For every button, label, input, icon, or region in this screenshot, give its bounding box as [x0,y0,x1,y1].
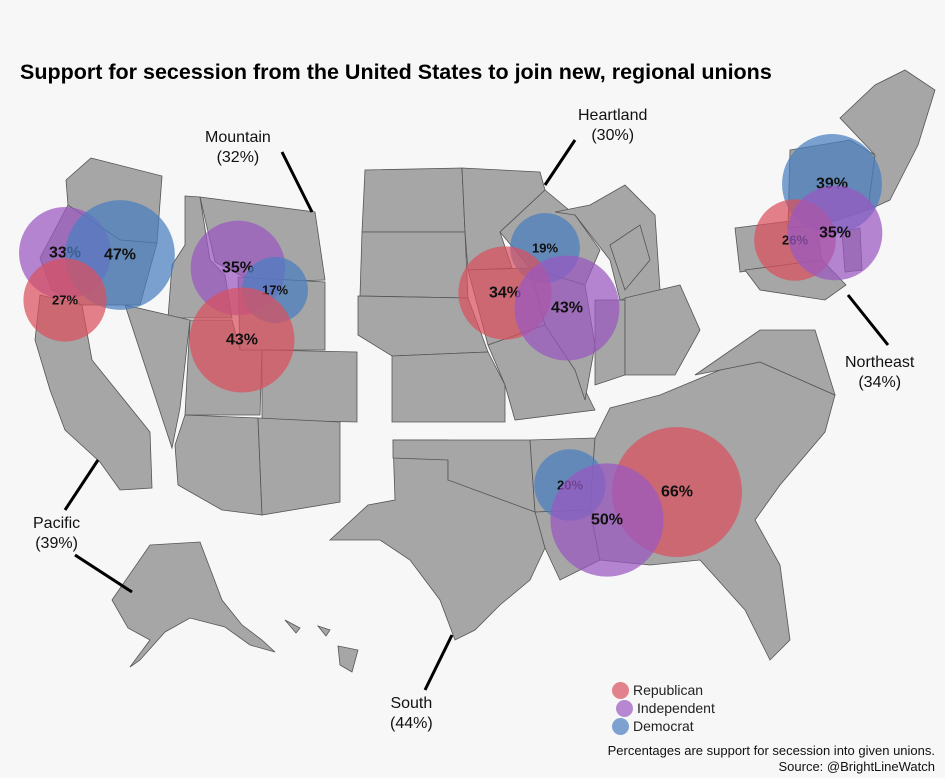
leader-pacific [63,459,100,511]
bubble-pacific-republican: 27% [23,258,107,342]
region-name-northeast: Northeast [845,354,915,371]
bubble-circle [787,185,883,281]
legend-item-republican: Republican [612,681,715,699]
region-pct-south: (44%) [390,715,433,732]
bubble-label: 66% [661,484,693,501]
bubble-label: 35% [222,260,254,277]
leader-south [423,634,454,691]
state-arizona [174,414,263,516]
region-leader-lines [63,139,890,691]
state-south-dakota [359,231,469,299]
region-label-pacific: Pacific (39%) [33,514,80,554]
bubble-label: 34% [489,285,521,302]
region-name-pacific: Pacific [33,515,81,532]
bubble-circle [550,463,664,577]
leader-mountain [280,151,314,213]
bubble-circle [23,258,107,342]
legend-label-republican: Republican [633,682,704,698]
state-ohio [624,284,701,376]
legend-swatch-republican [612,681,629,699]
bubble-northeast-independent: 35% [787,185,883,281]
legend-label-democrat: Democrat [633,718,694,734]
bubble-heartland-independent: 43% [514,255,620,361]
state-alaska [111,541,276,668]
footer-note-text: Percentages are support for secession in… [607,743,935,758]
region-pct-pacific: (39%) [35,535,78,552]
state-north-dakota [361,167,466,233]
map-title: Support for secession from the United St… [20,60,772,84]
footer-source: Source: @BrightLineWatch [778,759,935,774]
bubble-label: 43% [551,300,583,317]
state-virginia [694,329,836,396]
state-kansas [391,351,506,423]
bubble-circle [514,255,620,361]
state-hawaii [284,619,359,673]
footer-note: Percentages are support for secession in… [608,743,935,775]
region-pct-heartland: (30%) [591,127,635,144]
region-label-south: South (44%) [390,694,433,734]
bubble-circle [189,287,295,393]
region-pct-northeast: (34%) [858,374,902,391]
bubble-mountain-republican: 43% [189,287,295,393]
bubble-south-independent: 50% [550,463,664,577]
region-label-mountain: Mountain (32%) [205,128,271,168]
bubble-label: 35% [819,225,851,242]
bubble-label: 43% [226,332,258,349]
state-nevada [124,304,191,450]
legend-swatch-democrat [612,717,629,735]
bubble-label: 17% [262,283,288,298]
bubble-label: 47% [104,247,136,264]
leader-heartland [543,139,577,186]
legend-swatch-independent [616,699,633,717]
secession-bubbles: 33%47%27%35%17%43%19%34%43%39%26%35%20%6… [19,134,883,577]
bubble-label: 50% [591,512,623,529]
region-label-northeast: Northeast (34%) [845,353,914,393]
bubble-label: 19% [532,241,558,256]
legend-item-independent: Independent [616,699,715,717]
region-name-heartland: Heartland [578,107,648,124]
leader-northeast [846,294,890,346]
region-pct-mountain: (32%) [216,149,260,166]
region-name-south: South [390,695,433,712]
leader-pacific-alaska [74,553,133,594]
state-new-mexico [257,417,341,516]
bubble-label: 27% [52,293,78,308]
legend-item-democrat: Democrat [612,717,715,735]
legend-label-independent: Independent [637,700,715,716]
party-legend: Republican Independent Democrat [612,681,715,735]
state-california [34,294,153,491]
region-label-heartland: Heartland (30%) [578,106,647,146]
region-name-mountain: Mountain [205,129,271,146]
